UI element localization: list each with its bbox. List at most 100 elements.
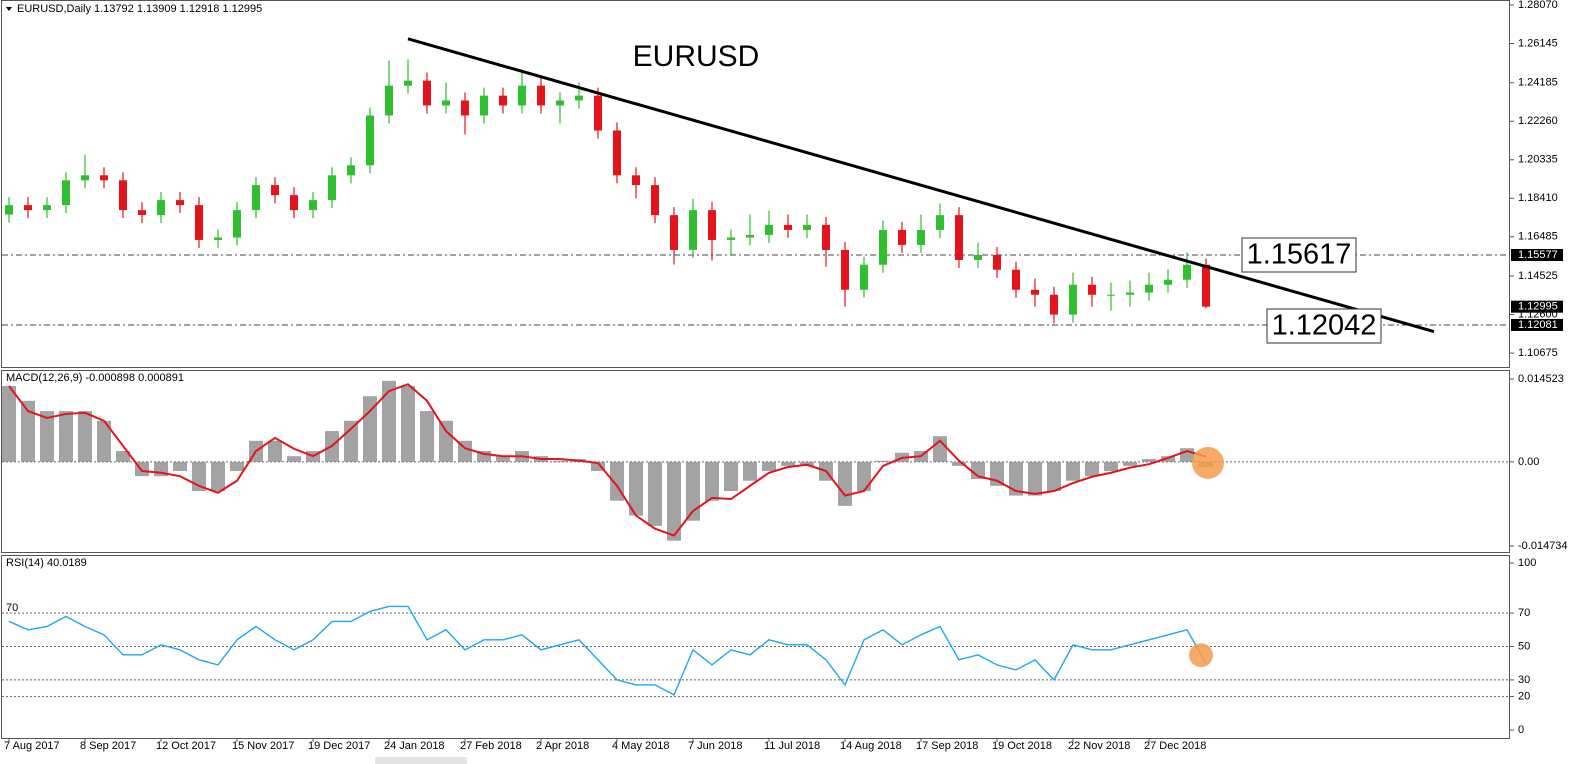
rsi-line (8, 605, 1207, 696)
macd-bar (591, 461, 605, 472)
macd-bar (838, 461, 852, 506)
candle-body (81, 175, 89, 181)
macd-bar (287, 456, 301, 462)
price-level-box (1511, 248, 1563, 261)
x-tick-label: 7 Jun 2018 (688, 740, 742, 752)
candle-body (689, 210, 697, 250)
macd-bar (2, 385, 16, 462)
y-tick-label: 1.14525 (1518, 270, 1558, 282)
macd-bar (496, 456, 510, 462)
y-tick-label: -0.014734 (1518, 540, 1568, 552)
macd-bar (363, 396, 377, 462)
macd-bar (97, 420, 111, 462)
candle-body (803, 224, 811, 230)
x-tick-label: 24 Jan 2018 (384, 740, 445, 752)
candle-body (347, 165, 355, 176)
macd-bar (724, 461, 738, 492)
candle-body (1145, 284, 1153, 293)
candle-body (708, 210, 716, 240)
annotation-box (1266, 308, 1382, 344)
annotation: 1.15617 (1247, 239, 1352, 271)
macd-bar (439, 420, 453, 462)
x-tick-label: 12 Oct 2017 (156, 740, 216, 752)
candle-body (214, 237, 222, 240)
macd-bar (173, 461, 187, 472)
candle-body (841, 249, 849, 290)
candle-body (461, 100, 469, 116)
y-tick-label: 0 (1518, 724, 1524, 736)
y-tick-label: 1.16485 (1518, 231, 1558, 243)
x-tick-label: 2 Apr 2018 (536, 740, 589, 752)
candle-body (195, 205, 203, 240)
rsi-panel (1, 555, 1510, 739)
macd-bar (344, 420, 358, 462)
x-tick-label: 11 Jul 2018 (764, 740, 820, 752)
candle-body (670, 215, 678, 250)
candle-body (537, 85, 545, 106)
candle-body (119, 180, 127, 211)
candle-body (974, 254, 982, 260)
macd-bar (21, 400, 35, 462)
candle-body (1202, 264, 1210, 307)
macd-header: MACD(12,26,9) -0.000898 0.000891 (6, 372, 184, 384)
y-tick-label: 1.18410 (1518, 192, 1558, 204)
candle-body (594, 95, 602, 131)
candle-body (442, 100, 450, 106)
y-tick-label: 1.10675 (1518, 347, 1558, 359)
macd-bar (1009, 461, 1023, 496)
candle-body (993, 254, 1001, 270)
macd-bar (59, 411, 73, 462)
price-level-box (1511, 318, 1563, 331)
macd-bar (1123, 461, 1137, 466)
macd-bar (211, 461, 225, 492)
candle-body (271, 185, 279, 196)
candle-body (936, 215, 944, 230)
macd-bar (40, 411, 54, 462)
candle-body (499, 95, 507, 106)
price-level-label: 1.15577 (1518, 249, 1558, 261)
x-tick-label: 14 Aug 2018 (840, 740, 902, 752)
macd-bar (952, 461, 966, 466)
highlight (1192, 446, 1224, 479)
macd-bar (230, 461, 244, 472)
y-tick-label: 1.26145 (1518, 37, 1558, 49)
macd-bar (705, 461, 719, 501)
x-tick-label: 19 Oct 2018 (992, 740, 1052, 752)
x-tick-label: 22 Nov 2018 (1068, 740, 1130, 752)
macd-bar (382, 380, 396, 462)
signal-line (8, 383, 1207, 537)
macd-bar (420, 411, 434, 462)
macd-bar (743, 461, 757, 481)
candle-body (784, 224, 792, 230)
candle-body (366, 115, 374, 166)
candle-body (100, 175, 108, 181)
candle-body (632, 175, 640, 186)
y-tick-label: 1.24185 (1518, 77, 1558, 89)
candle-body (556, 100, 564, 106)
macd-bar (553, 460, 567, 462)
macd-bar (78, 411, 92, 462)
annotation-box (1241, 237, 1357, 273)
candle-body (385, 85, 393, 116)
candle-body (138, 210, 146, 216)
y-tick-label: 50 (1518, 640, 1530, 652)
macd-bar (1066, 461, 1080, 481)
x-tick-label: 19 Dec 2017 (308, 740, 370, 752)
candle-body (727, 237, 735, 240)
candle-body (1050, 294, 1058, 315)
x-tick-label: 8 Sep 2017 (80, 740, 136, 752)
macd-bar (268, 440, 282, 462)
x-tick-label: 17 Sep 2018 (916, 740, 978, 752)
macd-panel (1, 370, 1510, 553)
macd-bar (401, 385, 415, 462)
y-tick-label: 70 (1518, 607, 1530, 619)
macd-bar (971, 461, 985, 480)
candle-body (24, 205, 32, 211)
candle-body (917, 229, 925, 245)
candle-body (1088, 284, 1096, 295)
candle-body (1183, 264, 1191, 280)
price-level-label: 1.12081 (1518, 319, 1558, 331)
candle-body (423, 80, 431, 106)
macd-bar (648, 461, 662, 526)
